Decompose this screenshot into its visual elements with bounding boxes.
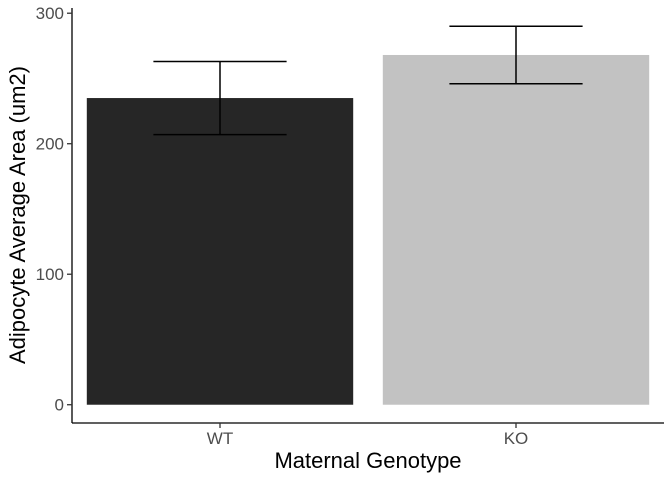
x-axis-title: Maternal Genotype — [274, 448, 461, 473]
y-tick-label: 300 — [36, 4, 64, 23]
y-axis-title: Adipocyte Average Area (um2) — [5, 66, 30, 364]
error-bar-wt — [153, 60, 287, 136]
y-tick-label: 100 — [36, 265, 64, 284]
bar-wt — [86, 98, 354, 405]
axes — [71, 8, 664, 424]
x-tick-label: KO — [504, 429, 529, 448]
x-tick-label: WT — [207, 429, 233, 448]
y-tick-label: 200 — [36, 135, 64, 154]
y-tick-label: 0 — [55, 396, 64, 415]
plot-area — [86, 25, 650, 405]
error-bar-ko — [449, 25, 583, 85]
ticks: WT KO 0 100 200 300 — [36, 4, 529, 448]
bar-ko — [382, 54, 650, 405]
